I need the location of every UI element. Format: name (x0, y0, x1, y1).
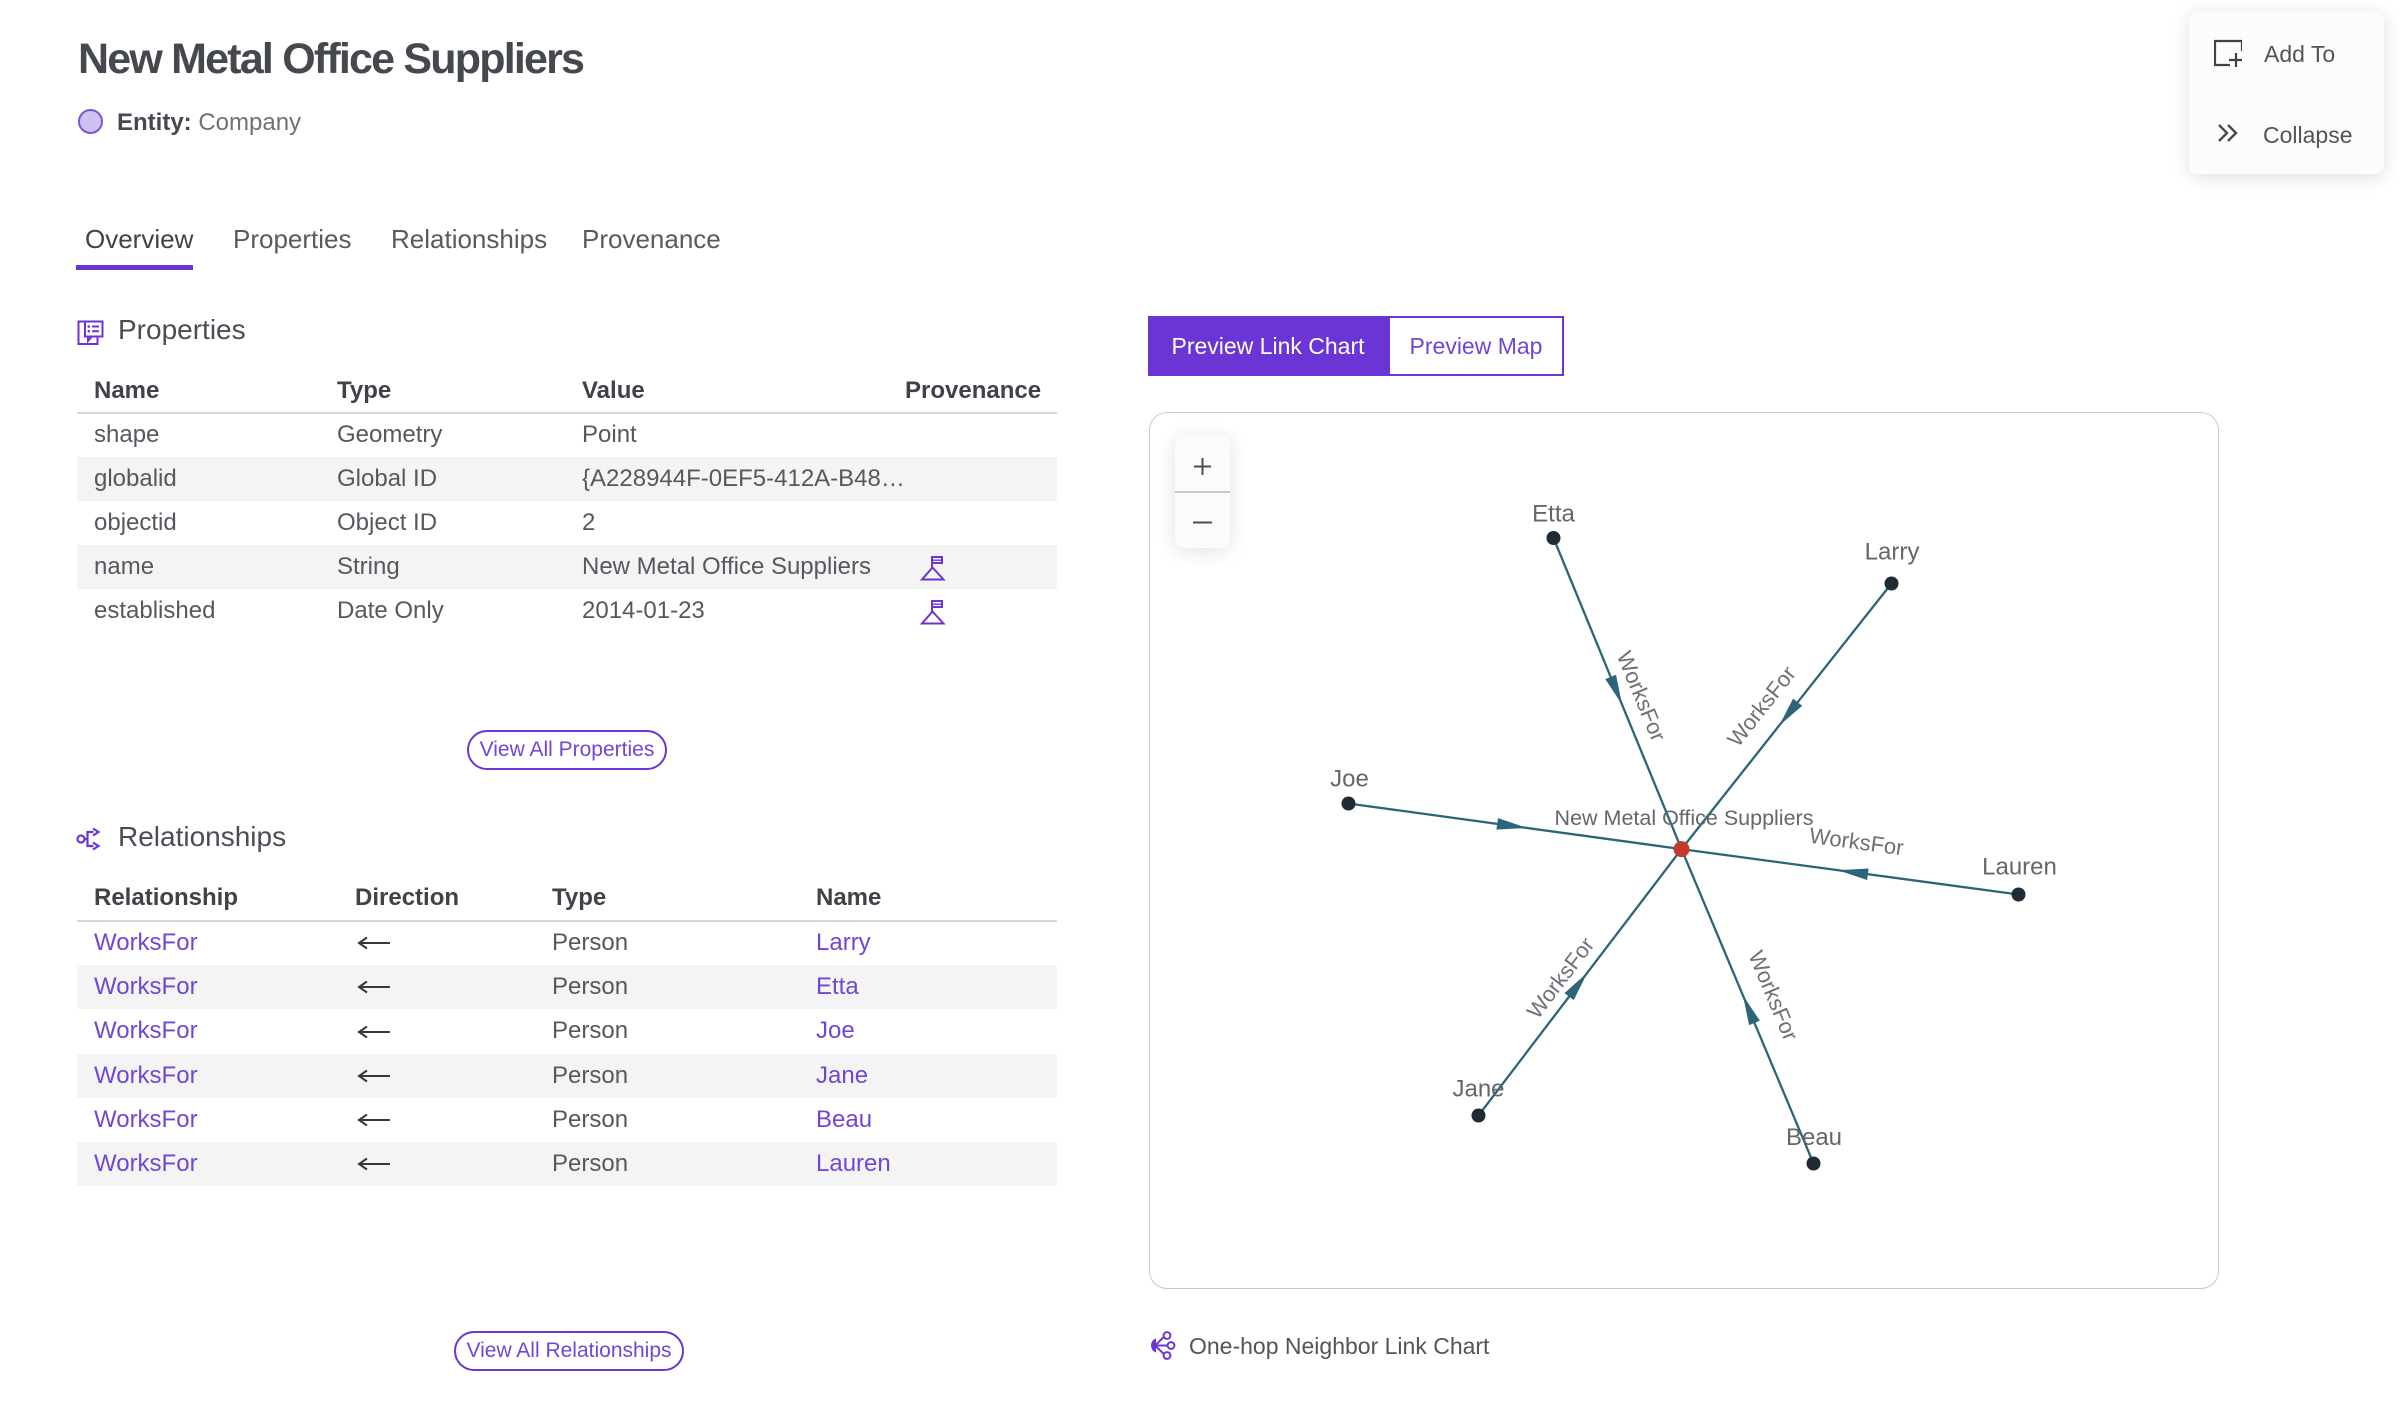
svg-text:Beau: Beau (1785, 1124, 1841, 1151)
svg-text:Lauren: Lauren (1982, 853, 2057, 880)
svg-text:Etta: Etta (1532, 500, 1575, 527)
svg-text:WorksFor: WorksFor (1743, 946, 1803, 1043)
svg-text:New Metal Office Suppliers: New Metal Office Suppliers (1554, 806, 1813, 830)
svg-text:Larry: Larry (1864, 538, 1919, 565)
svg-text:WorksFor: WorksFor (1611, 647, 1670, 744)
svg-text:Jane: Jane (1452, 1075, 1504, 1102)
svg-text:WorksFor: WorksFor (1722, 661, 1800, 751)
svg-text:WorksFor: WorksFor (1807, 822, 1904, 859)
svg-text:Joe: Joe (1330, 765, 1369, 792)
